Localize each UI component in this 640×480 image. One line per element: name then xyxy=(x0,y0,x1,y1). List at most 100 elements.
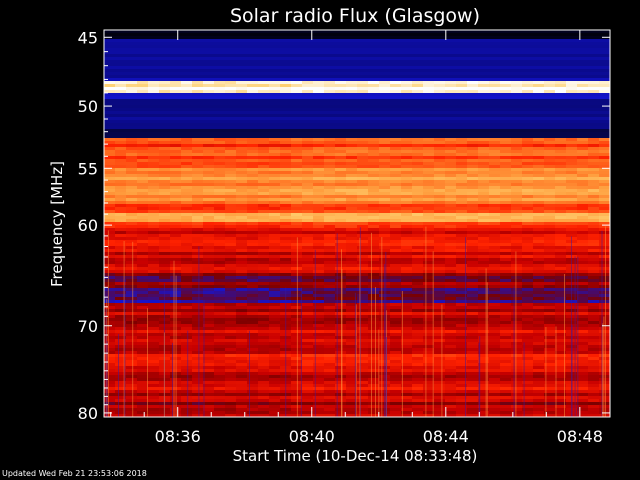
spectrogram-cell xyxy=(434,63,446,67)
spectrogram-cell xyxy=(456,264,468,268)
spectrogram-cell xyxy=(236,300,248,304)
spectrogram-cell xyxy=(478,156,490,160)
spectrogram-cell xyxy=(478,153,490,157)
spectrogram-cell xyxy=(401,78,413,82)
spectrogram-cell xyxy=(445,36,457,40)
spectrogram-cell xyxy=(302,270,314,274)
spectrogram-cell xyxy=(423,180,435,184)
spectrogram-cell xyxy=(225,93,237,97)
spectrogram-cell xyxy=(379,237,391,241)
spectrogram-cell xyxy=(192,261,204,265)
spectrogram-cell xyxy=(302,102,314,106)
spectrogram-cell xyxy=(357,138,369,142)
spectrogram-cell xyxy=(467,105,479,109)
spectrogram-cell xyxy=(324,315,336,319)
spectrogram-cell xyxy=(324,168,336,172)
spectrogram-cell xyxy=(577,48,589,52)
spectrogram-cell xyxy=(566,102,578,106)
spectrogram-cell xyxy=(588,267,600,271)
spectrogram-cell xyxy=(368,228,380,232)
spectrogram-cell xyxy=(357,168,369,172)
spectrogram-cell xyxy=(203,279,215,283)
spectrogram-cell xyxy=(291,258,303,262)
spectrogram-cell xyxy=(258,84,270,88)
spectrogram-cell xyxy=(181,54,193,58)
spectrogram-cell xyxy=(511,342,523,346)
spectrogram-cell xyxy=(412,231,424,235)
spectrogram-cell xyxy=(555,231,567,235)
spectrogram-cell xyxy=(346,240,358,244)
spectrogram-cell xyxy=(236,342,248,346)
spectrogram-cell xyxy=(313,144,325,148)
spectrogram-cell xyxy=(236,324,248,328)
spectrogram-cell xyxy=(236,162,248,166)
spectrogram-cell xyxy=(533,231,545,235)
spectrogram-cell xyxy=(489,78,501,82)
spectrogram-cell xyxy=(489,333,501,337)
spectrogram-cell xyxy=(401,42,413,46)
spectrogram-cell xyxy=(478,273,490,277)
spectrogram-cell xyxy=(588,204,600,208)
spectrogram-cell xyxy=(104,66,116,70)
spectrogram-cell xyxy=(357,36,369,40)
spectrogram-cell xyxy=(269,231,281,235)
spectrogram-cell xyxy=(258,81,270,85)
spectrogram-cell xyxy=(522,225,534,229)
spectrogram-cell xyxy=(368,231,380,235)
spectrogram-cell xyxy=(192,276,204,280)
spectrogram-cell xyxy=(181,204,193,208)
spectrogram-cell xyxy=(214,39,226,43)
spectrogram-cell xyxy=(478,141,490,145)
spectrogram-cell xyxy=(324,105,336,109)
spectrogram-cell xyxy=(599,153,610,157)
spectrogram-cell xyxy=(357,120,369,124)
spectrogram-cell xyxy=(148,69,160,73)
spectrogram-cell xyxy=(357,126,369,130)
spectrogram-cell xyxy=(126,30,138,34)
spectrogram-cell xyxy=(412,285,424,289)
spectrogram-cell xyxy=(555,42,567,46)
spectrogram-cell xyxy=(115,276,127,280)
spectrogram-cell xyxy=(104,222,116,226)
spectrogram-cell xyxy=(269,42,281,46)
spectrogram-cell xyxy=(511,309,523,313)
spectrogram-cell xyxy=(170,189,182,193)
spectrogram-cell xyxy=(324,96,336,100)
spectrogram-cell xyxy=(401,180,413,184)
spectrogram-cell xyxy=(225,108,237,112)
spectrogram-cell xyxy=(390,252,402,256)
spectrogram-cell xyxy=(313,93,325,97)
spectrogram-cell xyxy=(522,78,534,82)
spectrogram-cell xyxy=(379,183,391,187)
spectrogram-cell xyxy=(236,210,248,214)
spectrogram-cell xyxy=(522,288,534,292)
spectrogram-cell xyxy=(148,81,160,85)
spectrogram-cell xyxy=(346,297,358,301)
spectrogram-cell xyxy=(104,237,116,241)
spectrogram-cell xyxy=(401,174,413,178)
spectrogram-cell xyxy=(467,219,479,223)
spectrogram-cell xyxy=(544,204,556,208)
spectrogram-cell xyxy=(500,111,512,115)
spectrogram-cell xyxy=(203,162,215,166)
spectrogram-cell xyxy=(324,333,336,337)
spectrogram-cell xyxy=(544,162,556,166)
spectrogram-cell xyxy=(566,135,578,139)
spectrogram-cell xyxy=(412,60,424,64)
spectrogram-cell xyxy=(522,306,534,310)
spectrogram-cell xyxy=(291,276,303,280)
spectrogram-cell xyxy=(357,93,369,97)
spectrogram-cell xyxy=(423,150,435,154)
spectrogram-cell xyxy=(423,282,435,286)
spectrogram-cell xyxy=(544,270,556,274)
spectrogram-cell xyxy=(522,75,534,79)
spectrogram-cell xyxy=(170,201,182,205)
spectrogram-cell xyxy=(467,249,479,253)
spectrogram-cell xyxy=(555,327,567,331)
spectrogram-cell xyxy=(148,234,160,238)
spectrogram-cell xyxy=(203,255,215,259)
spectrogram-cell xyxy=(159,237,171,241)
spectrogram-cell xyxy=(302,90,314,94)
spectrogram-cell xyxy=(192,279,204,283)
spectrogram-cell xyxy=(522,87,534,91)
